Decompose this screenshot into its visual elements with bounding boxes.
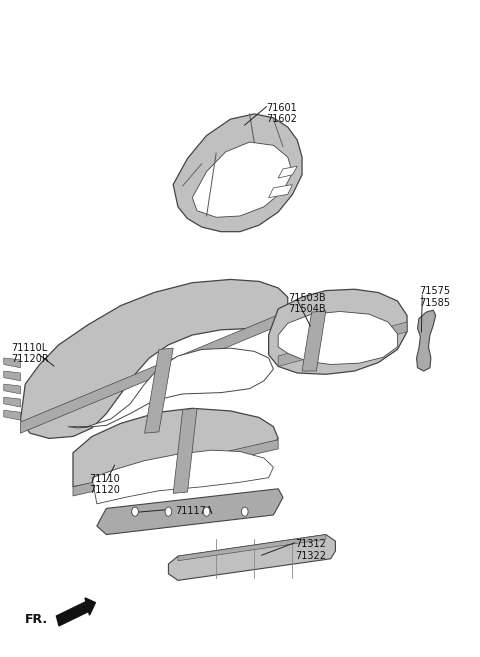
Circle shape xyxy=(203,507,210,516)
FancyArrow shape xyxy=(57,598,96,626)
Text: 71312
71322: 71312 71322 xyxy=(295,539,326,561)
Text: 71503B
71504B: 71503B 71504B xyxy=(288,292,325,314)
Polygon shape xyxy=(68,348,274,428)
Polygon shape xyxy=(168,535,336,580)
Polygon shape xyxy=(73,440,278,496)
Polygon shape xyxy=(4,371,21,381)
Text: 71110
71120: 71110 71120 xyxy=(90,474,120,495)
Text: 71601
71602: 71601 71602 xyxy=(266,102,297,124)
Polygon shape xyxy=(278,311,397,365)
Circle shape xyxy=(165,507,172,516)
Text: 71117A: 71117A xyxy=(176,507,213,516)
Text: FR.: FR. xyxy=(25,613,48,626)
Polygon shape xyxy=(4,397,21,407)
Polygon shape xyxy=(173,114,302,232)
Polygon shape xyxy=(178,535,326,560)
Polygon shape xyxy=(192,142,292,217)
Polygon shape xyxy=(21,279,288,438)
Polygon shape xyxy=(4,410,21,420)
Polygon shape xyxy=(144,348,173,433)
Polygon shape xyxy=(92,450,274,504)
Circle shape xyxy=(132,507,138,516)
Polygon shape xyxy=(269,185,292,198)
Polygon shape xyxy=(417,310,436,371)
Polygon shape xyxy=(278,166,297,178)
Text: 71575
71585: 71575 71585 xyxy=(419,286,450,307)
Polygon shape xyxy=(21,311,288,433)
Polygon shape xyxy=(73,408,278,487)
Polygon shape xyxy=(302,311,326,371)
Polygon shape xyxy=(4,358,21,368)
Polygon shape xyxy=(278,322,407,367)
Polygon shape xyxy=(97,489,283,535)
Polygon shape xyxy=(4,384,21,394)
Polygon shape xyxy=(269,289,407,374)
Text: 71110L
71120R: 71110L 71120R xyxy=(11,343,48,365)
Circle shape xyxy=(241,507,248,516)
Polygon shape xyxy=(173,408,197,493)
